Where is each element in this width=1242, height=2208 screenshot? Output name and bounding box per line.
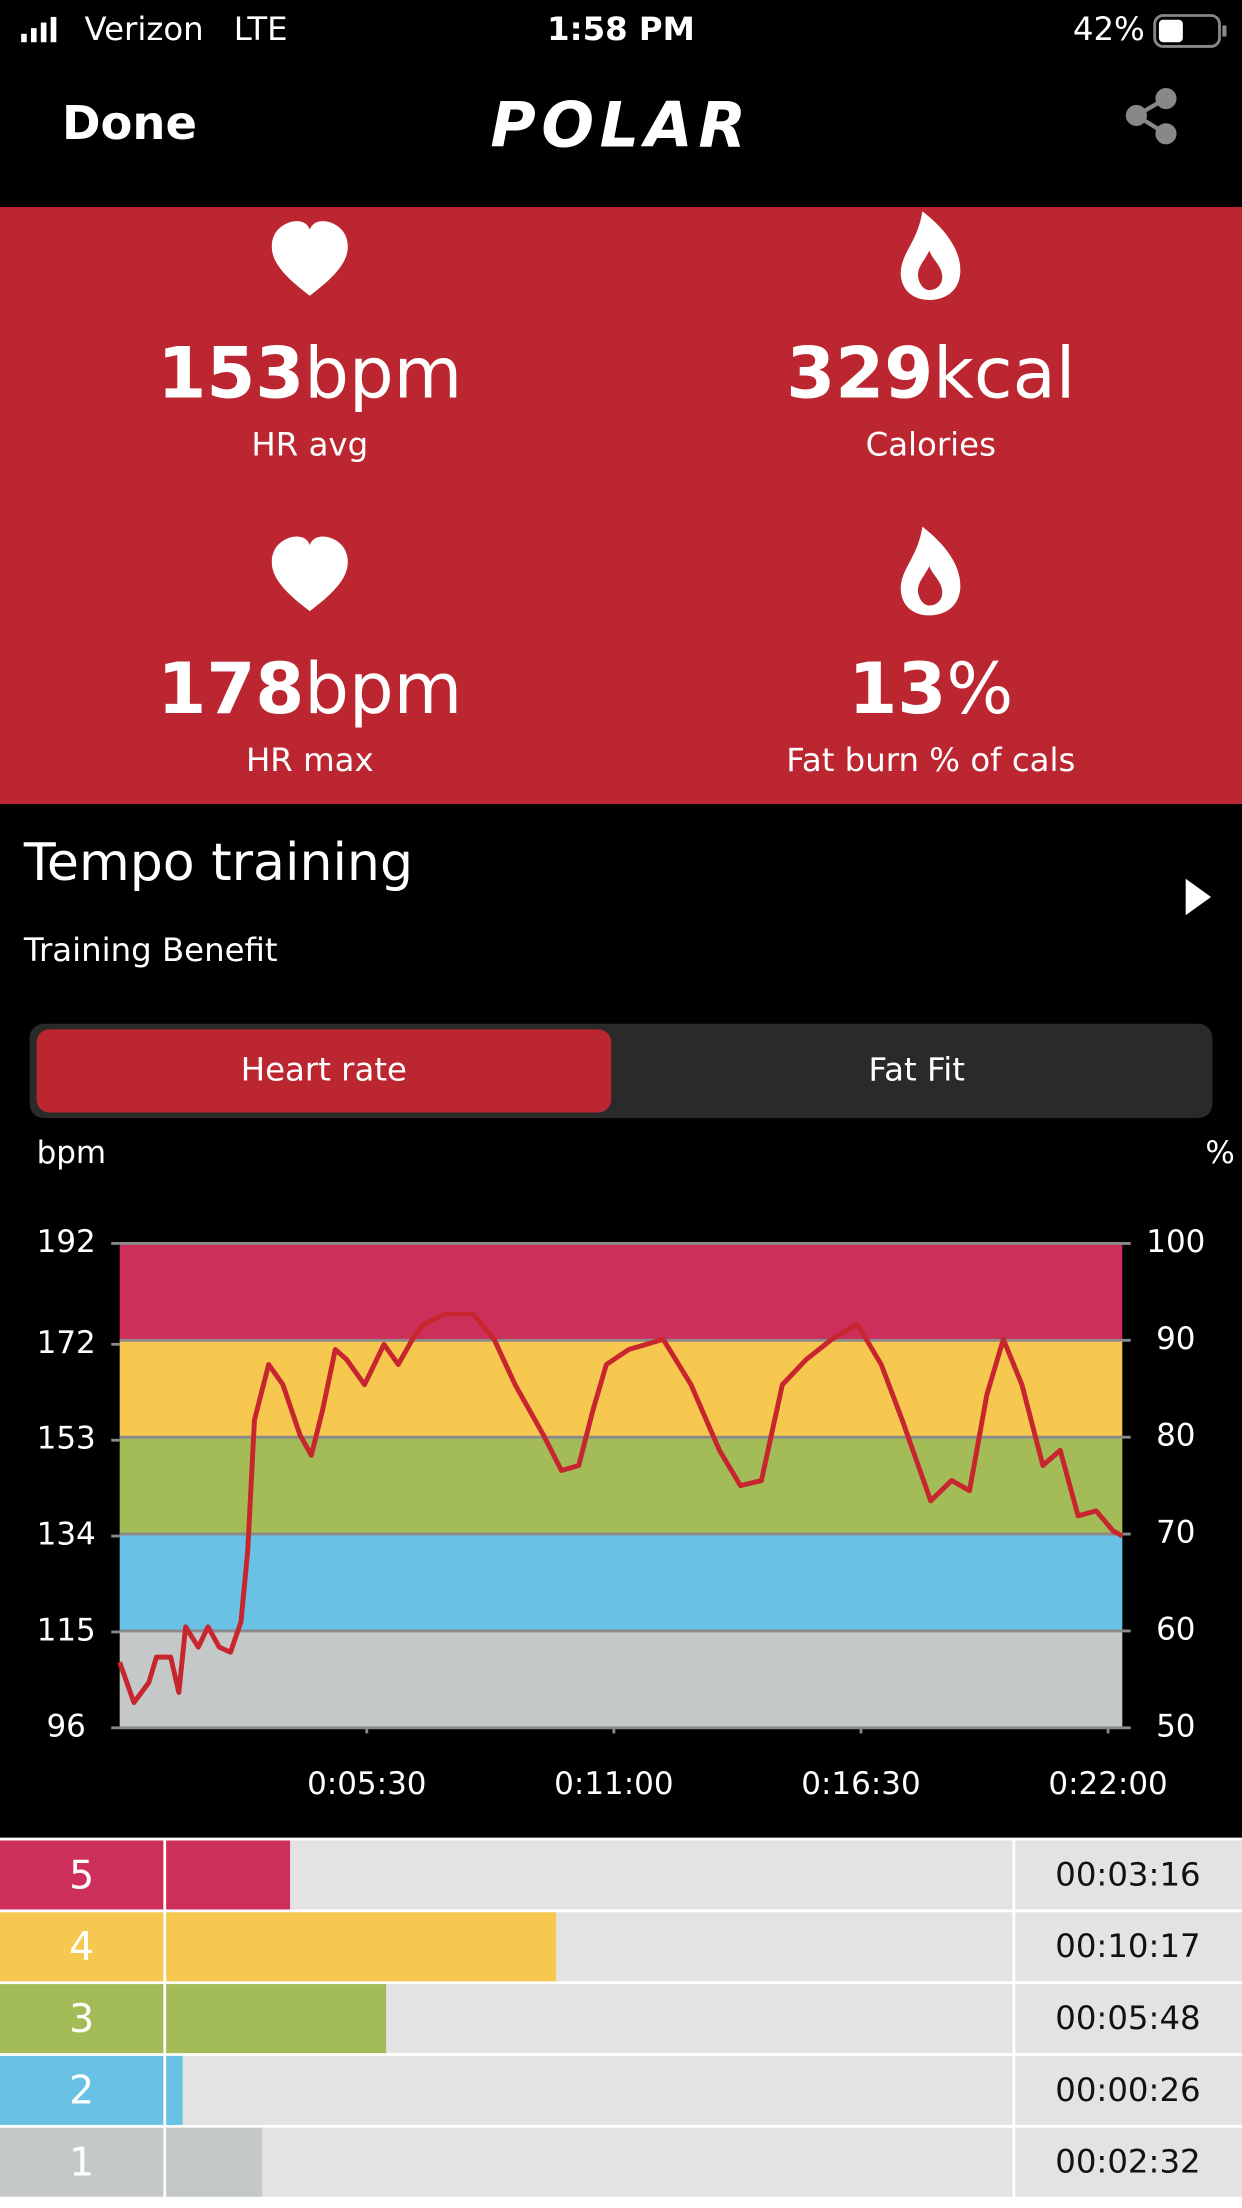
stat-number: 153 bbox=[157, 332, 304, 414]
stat-label: HR max bbox=[246, 741, 374, 779]
icons bbox=[271, 211, 961, 616]
done-button[interactable]: Done bbox=[62, 96, 197, 150]
zone-time-cell bbox=[1015, 2127, 1242, 2197]
zone-track bbox=[166, 2055, 1013, 2125]
x-tick-label: 0:11:00 bbox=[554, 1766, 673, 1802]
stat-label: Fat burn % of cals bbox=[786, 741, 1075, 779]
y2-axis-label: % bbox=[1205, 1135, 1234, 1171]
zone-time: 00:05:48 bbox=[1055, 1999, 1200, 2037]
zone-bar bbox=[166, 2055, 183, 2125]
zone-number-cell bbox=[0, 1984, 164, 2054]
zone-number: 5 bbox=[69, 1852, 94, 1898]
clock: 1:58 PM bbox=[547, 10, 695, 48]
zone-number: 1 bbox=[69, 2140, 94, 2186]
zone-bar bbox=[166, 2127, 263, 2197]
heart-rate-line bbox=[117, 1311, 1124, 1706]
heart-icon bbox=[271, 536, 348, 612]
stat-number: 13 bbox=[848, 647, 946, 729]
zone-time-cell bbox=[1015, 1840, 1242, 1910]
stat-number: 178 bbox=[157, 647, 304, 729]
zone-time: 00:03:16 bbox=[1055, 1855, 1200, 1893]
training-title: Tempo training bbox=[23, 833, 413, 893]
stat-label: Calories bbox=[866, 425, 996, 463]
stat-unit: kcal bbox=[933, 332, 1075, 414]
zone-band bbox=[119, 1630, 1123, 1728]
y2-tick-label: 100 bbox=[1146, 1224, 1205, 1260]
stat-label: HR avg bbox=[251, 425, 368, 463]
zone-number: 4 bbox=[69, 1924, 94, 1970]
logo: POLAR bbox=[490, 89, 751, 162]
stat-value: 178bpm bbox=[157, 647, 462, 729]
zone-time-cell bbox=[1015, 2055, 1242, 2125]
y-tick-label: 96 bbox=[46, 1708, 85, 1744]
stat-value: 329kcal bbox=[786, 332, 1075, 414]
training-subtitle: Training Benefit bbox=[23, 931, 278, 969]
y2-tick-label: 70 bbox=[1156, 1515, 1195, 1551]
battery-icon bbox=[1153, 14, 1227, 48]
x-tick-label: 0:22:00 bbox=[1048, 1766, 1167, 1802]
zone-number-cell bbox=[0, 1840, 164, 1910]
flame-icon bbox=[900, 526, 961, 616]
stats-panel bbox=[0, 207, 1242, 805]
tab[interactable]: Fat Fit bbox=[868, 1051, 964, 1089]
signal bbox=[21, 16, 57, 43]
zone-time-cell bbox=[1015, 1912, 1242, 1982]
zone-number-cell bbox=[0, 2127, 164, 2197]
zone-time: 00:10:17 bbox=[1055, 1927, 1200, 1965]
y2-tick-label: 50 bbox=[1156, 1708, 1195, 1744]
y-tick-label: 153 bbox=[37, 1421, 96, 1457]
zone-track bbox=[166, 1840, 1013, 1910]
zone-bar bbox=[166, 1912, 557, 1982]
stat-value: 13% bbox=[848, 647, 1013, 729]
zone-number-cell bbox=[0, 1912, 164, 1982]
chart: 50 60 70 80 90 100 96 115 134 153 172 192 0:05:30 0:1… bbox=[37, 1224, 1206, 1802]
y-tick-label: 115 bbox=[37, 1612, 96, 1648]
battery-level: 42% bbox=[1073, 10, 1145, 48]
stat-unit: % bbox=[946, 647, 1013, 729]
y2-tick-label: 90 bbox=[1156, 1321, 1195, 1357]
zone-number: 2 bbox=[69, 2068, 94, 2114]
zone-bar bbox=[166, 1984, 387, 2054]
y-tick-label: 172 bbox=[37, 1325, 96, 1361]
y-axis-label: bpm bbox=[37, 1135, 106, 1171]
stat-value: 153bpm bbox=[157, 332, 462, 414]
zone-time-cell bbox=[1015, 1984, 1242, 2054]
zone-band bbox=[119, 1534, 1123, 1631]
zone-number: 3 bbox=[69, 1996, 94, 2042]
stat-number: 329 bbox=[786, 332, 933, 414]
zone-bar bbox=[166, 1840, 291, 1910]
tab-active bbox=[36, 1029, 612, 1113]
zone-track bbox=[166, 2127, 1013, 2197]
zone-number-cell bbox=[0, 2055, 164, 2125]
play-button[interactable] bbox=[1185, 878, 1212, 916]
y2-tick-label: 80 bbox=[1156, 1418, 1195, 1454]
zones: 5 00:03:16 4 00:10:17 3 00:05:48 2 00:00:26 1 00:… bbox=[0, 1837, 1242, 2208]
tab[interactable]: Heart rate bbox=[241, 1051, 407, 1089]
stat-unit: bpm bbox=[304, 332, 462, 414]
heart-icon bbox=[271, 221, 348, 296]
flame-icon bbox=[900, 211, 961, 300]
zone-time: 00:02:32 bbox=[1055, 2143, 1200, 2181]
zone-band bbox=[119, 1437, 1123, 1535]
stat-unit: bpm bbox=[304, 647, 462, 729]
x-tick-label: 0:05:30 bbox=[307, 1766, 426, 1802]
y-tick-label: 134 bbox=[37, 1517, 96, 1553]
x-tick-label: 0:16:30 bbox=[801, 1766, 920, 1802]
share-button[interactable] bbox=[1125, 88, 1177, 145]
y-tick-label: 192 bbox=[37, 1224, 96, 1260]
network: LTE bbox=[234, 10, 288, 48]
zone-band bbox=[119, 1243, 1123, 1341]
carrier: Verizon bbox=[84, 10, 203, 48]
y2-tick-label: 60 bbox=[1156, 1611, 1195, 1647]
zone-time: 00:00:26 bbox=[1055, 2071, 1200, 2109]
